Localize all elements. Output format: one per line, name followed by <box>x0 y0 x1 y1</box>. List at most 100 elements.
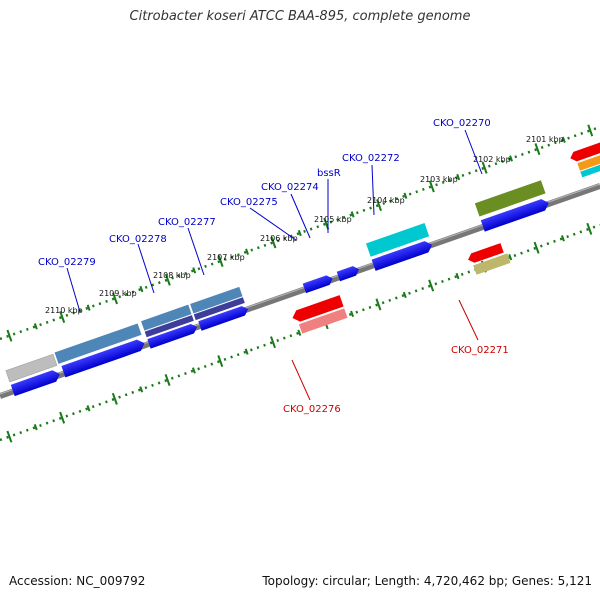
leader-cko02275 <box>249 207 297 241</box>
leader-cko02279 <box>66 267 81 313</box>
gene-block-steel-2[interactable] <box>141 304 192 331</box>
leader-cko02272 <box>371 164 375 216</box>
ruler-major-tick <box>586 222 593 235</box>
topology-text: Topology: circular; Length: 4,720,462 bp… <box>262 574 592 588</box>
gene-arrow-red-1[interactable] <box>291 295 344 324</box>
gene-arrow-blue-6[interactable] <box>336 265 361 282</box>
kbp-label: 2110 kbp <box>45 306 83 315</box>
gene-block-gray[interactable] <box>5 353 58 383</box>
gene-block-olive[interactable] <box>474 180 546 217</box>
kbp-label: 2107 kbp <box>207 253 245 262</box>
gene-arrow-blue-4[interactable] <box>198 304 249 331</box>
ruler-major-tick <box>164 273 171 286</box>
ruler-major-tick <box>270 336 276 349</box>
gene-arrow-blue-1[interactable] <box>10 368 62 397</box>
ruler-ticks-outer <box>6 124 594 342</box>
gene-arrow-blue-5[interactable] <box>302 274 335 294</box>
gene-label-cko02279[interactable]: CKO_02279 <box>38 257 96 268</box>
ruler-major-tick <box>112 292 118 305</box>
ruler-minor-tick <box>561 136 566 143</box>
ruler-major-tick <box>428 279 435 292</box>
gene-label-cko02278[interactable]: CKO_02278 <box>109 234 167 245</box>
ruler-major-tick <box>111 392 118 405</box>
ruler-major-tick <box>6 430 13 443</box>
ruler-minor-tick <box>139 285 144 293</box>
kbp-label: 2103 kbp <box>420 175 458 184</box>
kbp-label: 2104 kbp <box>367 196 405 205</box>
ruler-minor-tick <box>33 323 38 330</box>
ruler-minor-tick <box>456 173 461 181</box>
kbp-label: 2105 kbp <box>314 215 352 224</box>
gene-block-pink[interactable] <box>298 308 348 334</box>
leader-lines <box>66 129 483 401</box>
ruler-minor-tick <box>33 424 38 431</box>
ruler-major-tick <box>59 411 66 424</box>
ruler-inner <box>0 223 600 442</box>
ruler-minor-tick <box>455 272 460 280</box>
ruler-minor-tick <box>402 291 407 299</box>
ruler-minor-tick <box>297 329 302 336</box>
gene-labels: CKO_02270 CKO_02272 bssR CKO_02274 CKO_0… <box>38 118 509 415</box>
gene-block-slate-1[interactable] <box>144 315 194 338</box>
ruler-major-tick <box>534 143 541 156</box>
ruler-major-tick <box>217 255 224 268</box>
gene-block-cyan[interactable] <box>366 223 430 257</box>
gene-block-steel-3[interactable] <box>190 286 243 314</box>
ruler-minor-tick <box>350 211 355 218</box>
leader-cko02271 <box>458 299 479 341</box>
kbp-label: 2108 kbp <box>153 271 191 280</box>
ruler-minor-tick <box>191 367 196 374</box>
ruler-outer <box>0 125 600 341</box>
ruler-major-tick <box>59 311 66 324</box>
gene-arrow-blue-8[interactable] <box>480 197 551 232</box>
ruler-minor-tick <box>139 386 144 393</box>
gene-label-bssr[interactable]: bssR <box>317 168 341 179</box>
leader-cko02274 <box>290 193 311 239</box>
gene-block-orange[interactable] <box>577 148 600 171</box>
gene-label-cko02272[interactable]: CKO_02272 <box>342 153 400 164</box>
kbp-label: 2101 kbp <box>526 135 564 144</box>
ruler-minor-tick <box>403 192 408 199</box>
ruler-minor-tick <box>560 235 565 242</box>
gene-label-cko02277[interactable]: CKO_02277 <box>158 217 216 228</box>
gene-arrow-blue-2[interactable] <box>61 338 146 378</box>
ruler-major-tick <box>481 161 488 174</box>
ruler-minor-tick <box>86 304 91 311</box>
gene-label-cko02270[interactable]: CKO_02270 <box>433 118 491 129</box>
gene-arrow-red-2[interactable] <box>466 243 504 264</box>
kbp-label: 2109 kbp <box>99 289 137 298</box>
gene-block-steel-1[interactable] <box>54 323 142 364</box>
map-title: Citrobacter koseri ATCC BAA-895, complet… <box>129 9 471 24</box>
leader-cko02277 <box>187 227 205 276</box>
gene-arrow-red-3[interactable] <box>569 139 600 163</box>
kbp-label: 2106 kbp <box>260 234 298 243</box>
ruler-major-tick <box>587 124 594 137</box>
gene-label-cko02276[interactable]: CKO_02276 <box>283 404 341 415</box>
gene-arrow-blue-7[interactable] <box>371 239 434 271</box>
ruler-major-tick <box>164 373 171 386</box>
kbp-label: 2102 kbp <box>473 155 511 164</box>
gene-block-cyan-2[interactable] <box>580 157 600 178</box>
gene-block-slate-2[interactable] <box>193 297 245 321</box>
ruler-minor-tick <box>350 310 355 318</box>
kbp-labels: 2101 kbp 2102 kbp 2103 kbp 2104 kbp 2105… <box>45 135 564 315</box>
gene-label-cko02271[interactable]: CKO_02271 <box>451 345 509 356</box>
ruler-major-tick <box>6 329 13 342</box>
ruler-minor-tick <box>244 348 249 355</box>
ruler-major-tick <box>376 199 382 212</box>
ruler-minor-tick <box>297 229 302 237</box>
ruler-minor-tick <box>508 254 513 261</box>
ruler-major-tick <box>375 298 382 311</box>
ruler-minor-tick <box>192 267 197 274</box>
accession-text: Accession: NC_009792 <box>9 574 146 588</box>
gene-label-cko02274[interactable]: CKO_02274 <box>261 182 319 193</box>
gene-block-khaki[interactable] <box>473 253 511 275</box>
leader-cko02276 <box>291 359 311 401</box>
leader-cko02270 <box>464 129 483 175</box>
ruler-minor-tick <box>86 405 91 412</box>
ruler-minor-tick <box>245 248 249 255</box>
gene-arrow-blue-3[interactable] <box>147 322 198 349</box>
leader-cko02278 <box>137 243 155 294</box>
gene-label-cko02275[interactable]: CKO_02275 <box>220 197 278 208</box>
